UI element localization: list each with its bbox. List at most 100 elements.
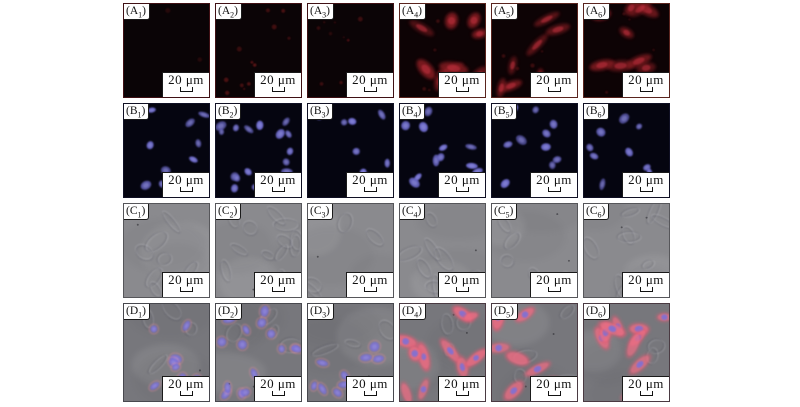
scale-bar: 20 μm — [162, 272, 209, 297]
panel-label: (C1) — [124, 204, 150, 220]
scale-bar: 20 μm — [530, 376, 577, 401]
scale-bar: 20 μm — [346, 72, 393, 97]
scale-bar-label: 20 μm — [168, 172, 204, 187]
micrograph-panel-c3: (C3) 20 μm — [307, 203, 394, 298]
scale-bar: 20 μm — [622, 172, 669, 197]
panel-label: (B1) — [124, 104, 150, 120]
scale-bar-label: 20 μm — [628, 172, 664, 187]
micrograph-panel-b6: (B6) 20 μm — [583, 103, 670, 198]
scale-bar-bracket — [639, 391, 653, 396]
scale-bar-label: 20 μm — [168, 272, 204, 287]
scale-bar-label: 20 μm — [168, 72, 204, 87]
panel-label: (A2) — [216, 4, 242, 20]
scale-bar-label: 20 μm — [352, 72, 388, 87]
scale-bar-bracket — [639, 287, 653, 292]
panel-label: (A5) — [492, 4, 518, 20]
scale-bar: 20 μm — [438, 172, 485, 197]
panel-label: (B6) — [584, 104, 610, 120]
scale-bar-label: 20 μm — [444, 72, 480, 87]
scale-bar: 20 μm — [530, 172, 577, 197]
micrograph-panel-c5: (C5) 20 μm — [491, 203, 578, 298]
scale-bar-label: 20 μm — [444, 272, 480, 287]
scale-bar-label: 20 μm — [352, 172, 388, 187]
scale-bar-bracket — [455, 287, 469, 292]
scale-bar: 20 μm — [622, 376, 669, 401]
micrograph-panel-c4: (C4) 20 μm — [399, 203, 486, 298]
scale-bar: 20 μm — [438, 72, 485, 97]
micrograph-panel-a6: (A6) 20 μm — [583, 3, 670, 98]
micrograph-panel-a3: (A3) 20 μm — [307, 3, 394, 98]
scale-bar: 20 μm — [346, 272, 393, 297]
scale-bar: 20 μm — [162, 376, 209, 401]
micrograph-panel-c6: (C6) 20 μm — [583, 203, 670, 298]
scale-bar: 20 μm — [162, 172, 209, 197]
panel-label: (B2) — [216, 104, 242, 120]
scale-bar: 20 μm — [622, 272, 669, 297]
scale-bar: 20 μm — [622, 72, 669, 97]
scale-bar-bracket — [179, 391, 193, 396]
panel-label: (D1) — [124, 304, 150, 320]
panel-label: (A4) — [400, 4, 426, 20]
scale-bar-label: 20 μm — [536, 72, 572, 87]
panel-label: (C3) — [308, 204, 334, 220]
scale-bar-bracket — [179, 187, 193, 192]
micrograph-panel-d2: (D2) 20 μm — [215, 303, 302, 402]
scale-bar-bracket — [271, 87, 285, 92]
scale-bar-bracket — [271, 287, 285, 292]
micrograph-panel-d5: (D5) 20 μm — [491, 303, 578, 402]
scale-bar: 20 μm — [254, 72, 301, 97]
scale-bar-label: 20 μm — [260, 172, 296, 187]
scale-bar-label: 20 μm — [628, 72, 664, 87]
scale-bar: 20 μm — [346, 172, 393, 197]
scale-bar-bracket — [547, 87, 561, 92]
scale-bar-label: 20 μm — [260, 72, 296, 87]
micrograph-panel-d3: (D3) 20 μm — [307, 303, 394, 402]
scale-bar-bracket — [455, 391, 469, 396]
micrograph-panel-a2: (A2) 20 μm — [215, 3, 302, 98]
panel-label: (C5) — [492, 204, 518, 220]
panel-label: (D6) — [584, 304, 610, 320]
scale-bar: 20 μm — [254, 272, 301, 297]
micrograph-panel-a4: (A4) 20 μm — [399, 3, 486, 98]
scale-bar-label: 20 μm — [536, 376, 572, 391]
scale-bar-label: 20 μm — [352, 376, 388, 391]
scale-bar-label: 20 μm — [444, 172, 480, 187]
scale-bar-label: 20 μm — [536, 172, 572, 187]
scale-bar-bracket — [363, 87, 377, 92]
scale-bar-bracket — [271, 391, 285, 396]
micrograph-panel-b2: (B2) 20 μm — [215, 103, 302, 198]
panel-label: (B4) — [400, 104, 426, 120]
micrograph-panel-b4: (B4) 20 μm — [399, 103, 486, 198]
scale-bar-bracket — [455, 87, 469, 92]
scale-bar-label: 20 μm — [260, 272, 296, 287]
scale-bar-bracket — [179, 87, 193, 92]
micrograph-panel-c2: (C2) 20 μm — [215, 203, 302, 298]
scale-bar: 20 μm — [438, 272, 485, 297]
panel-label: (D2) — [216, 304, 242, 320]
panel-label: (D4) — [400, 304, 426, 320]
panel-label: (D3) — [308, 304, 334, 320]
micrograph-grid: (A1) 20 μm (A2) 20 μm (A3) 20 μm (A4) 20… — [123, 3, 670, 402]
scale-bar: 20 μm — [438, 376, 485, 401]
panel-label: (B3) — [308, 104, 334, 120]
scale-bar-bracket — [363, 391, 377, 396]
scale-bar-bracket — [271, 187, 285, 192]
micrograph-panel-b3: (B3) 20 μm — [307, 103, 394, 198]
scale-bar-label: 20 μm — [260, 376, 296, 391]
scale-bar: 20 μm — [530, 272, 577, 297]
scale-bar-bracket — [455, 187, 469, 192]
panel-label: (C4) — [400, 204, 426, 220]
scale-bar: 20 μm — [346, 376, 393, 401]
scale-bar-label: 20 μm — [628, 272, 664, 287]
scale-bar-bracket — [547, 391, 561, 396]
panel-label: (C6) — [584, 204, 610, 220]
scale-bar-bracket — [547, 287, 561, 292]
scale-bar-label: 20 μm — [536, 272, 572, 287]
micrograph-panel-d6: (D6) 20 μm — [583, 303, 670, 402]
micrograph-panel-d4: (D4) 20 μm — [399, 303, 486, 402]
micrograph-panel-c1: (C1) 20 μm — [123, 203, 210, 298]
scale-bar-label: 20 μm — [352, 272, 388, 287]
micrograph-image — [584, 304, 669, 401]
micrograph-panel-a1: (A1) 20 μm — [123, 3, 210, 98]
scale-bar: 20 μm — [530, 72, 577, 97]
